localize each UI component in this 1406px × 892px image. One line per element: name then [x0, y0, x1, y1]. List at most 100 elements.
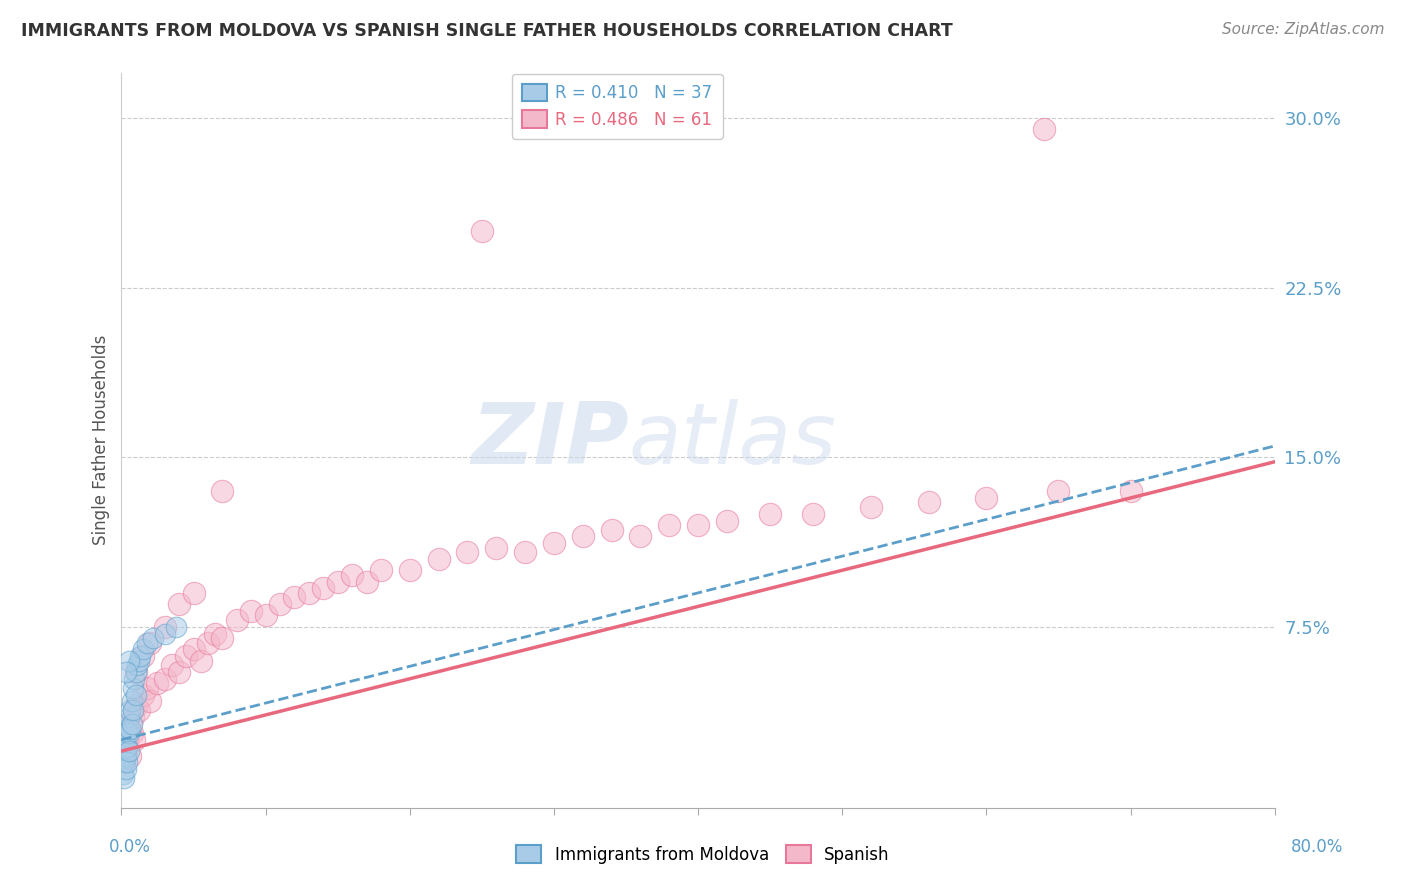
Point	[125, 698, 148, 713]
Point	[136, 681, 159, 695]
Point	[658, 518, 681, 533]
Point	[114, 762, 136, 776]
Point	[112, 744, 135, 758]
Point	[115, 726, 138, 740]
Text: 80.0%: 80.0%	[1291, 838, 1344, 855]
Point	[600, 523, 623, 537]
Point	[122, 703, 145, 717]
Point	[398, 563, 420, 577]
Text: IMMIGRANTS FROM MOLDOVA VS SPANISH SINGLE FATHER HOUSEHOLDS CORRELATION CHART: IMMIGRANTS FROM MOLDOVA VS SPANISH SINGL…	[21, 22, 953, 40]
Point	[211, 484, 233, 499]
Point	[183, 586, 205, 600]
Point	[716, 514, 738, 528]
Point	[340, 567, 363, 582]
Point	[117, 744, 139, 758]
Point	[111, 739, 134, 754]
Point	[571, 529, 593, 543]
Point	[211, 631, 233, 645]
Point	[121, 726, 143, 740]
Point	[125, 665, 148, 679]
Point	[121, 717, 143, 731]
Point	[111, 748, 134, 763]
Point	[160, 658, 183, 673]
Point	[860, 500, 883, 514]
Point	[456, 545, 478, 559]
Point	[120, 703, 142, 717]
Point	[1119, 484, 1142, 499]
Point	[114, 748, 136, 763]
Point	[139, 694, 162, 708]
Point	[918, 495, 941, 509]
Point	[117, 726, 139, 740]
Point	[115, 756, 138, 770]
Point	[114, 722, 136, 736]
Point	[183, 642, 205, 657]
Point	[283, 591, 305, 605]
Point	[111, 756, 134, 770]
Point	[127, 658, 149, 673]
Point	[471, 224, 494, 238]
Point	[112, 771, 135, 785]
Point	[312, 582, 335, 596]
Point	[132, 649, 155, 664]
Point	[153, 620, 176, 634]
Point	[114, 665, 136, 679]
Point	[269, 597, 291, 611]
Point	[112, 756, 135, 770]
Text: atlas: atlas	[628, 399, 837, 482]
Point	[190, 654, 212, 668]
Point	[115, 732, 138, 747]
Y-axis label: Single Father Households: Single Father Households	[93, 335, 110, 546]
Point	[976, 491, 998, 505]
Point	[117, 654, 139, 668]
Point	[112, 756, 135, 770]
Point	[153, 672, 176, 686]
Point	[513, 545, 536, 559]
Point	[197, 635, 219, 649]
Point	[485, 541, 508, 555]
Point	[117, 722, 139, 736]
Point	[114, 739, 136, 754]
Point	[146, 676, 169, 690]
Point	[803, 507, 825, 521]
Point	[125, 665, 148, 679]
Point	[543, 536, 565, 550]
Point	[132, 642, 155, 657]
Point	[120, 722, 142, 736]
Point	[112, 732, 135, 747]
Point	[326, 574, 349, 589]
Point	[427, 552, 450, 566]
Text: ZIP: ZIP	[471, 399, 628, 482]
Point	[125, 688, 148, 702]
Point	[124, 672, 146, 686]
Point	[167, 597, 190, 611]
Point	[139, 635, 162, 649]
Point	[153, 626, 176, 640]
Text: 0.0%: 0.0%	[108, 838, 150, 855]
Point	[122, 710, 145, 724]
Point	[129, 649, 152, 664]
Point	[121, 694, 143, 708]
Point	[115, 739, 138, 754]
Point	[117, 710, 139, 724]
Point	[204, 626, 226, 640]
Point	[142, 631, 165, 645]
Point	[240, 604, 263, 618]
Point	[136, 635, 159, 649]
Text: Source: ZipAtlas.com: Source: ZipAtlas.com	[1222, 22, 1385, 37]
Point	[356, 574, 378, 589]
Point	[114, 744, 136, 758]
Point	[132, 688, 155, 702]
Point	[628, 529, 651, 543]
Point	[176, 649, 198, 664]
Point	[165, 620, 187, 634]
Point	[111, 766, 134, 780]
Point	[128, 703, 150, 717]
Legend: R = 0.410   N = 37, R = 0.486   N = 61: R = 0.410 N = 37, R = 0.486 N = 61	[512, 74, 723, 138]
Legend: Immigrants from Moldova, Spanish: Immigrants from Moldova, Spanish	[510, 838, 896, 871]
Point	[122, 681, 145, 695]
Point	[120, 748, 142, 763]
Point	[225, 613, 247, 627]
Point	[128, 654, 150, 668]
Point	[759, 507, 782, 521]
